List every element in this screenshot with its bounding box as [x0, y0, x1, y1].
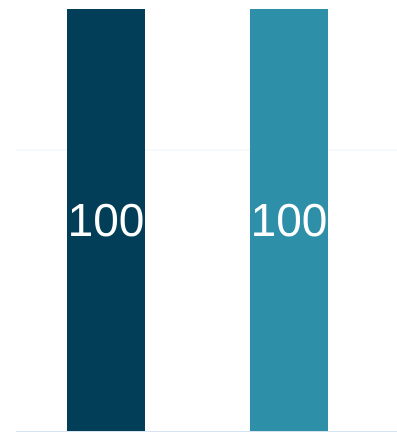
bar-2: [250, 9, 328, 431]
bar-2-value-label: 100: [251, 194, 328, 246]
data-labels: 100 100: [68, 194, 328, 246]
bar-1-value-label: 100: [68, 194, 145, 246]
bars: [67, 9, 328, 431]
bar-1: [67, 9, 145, 431]
